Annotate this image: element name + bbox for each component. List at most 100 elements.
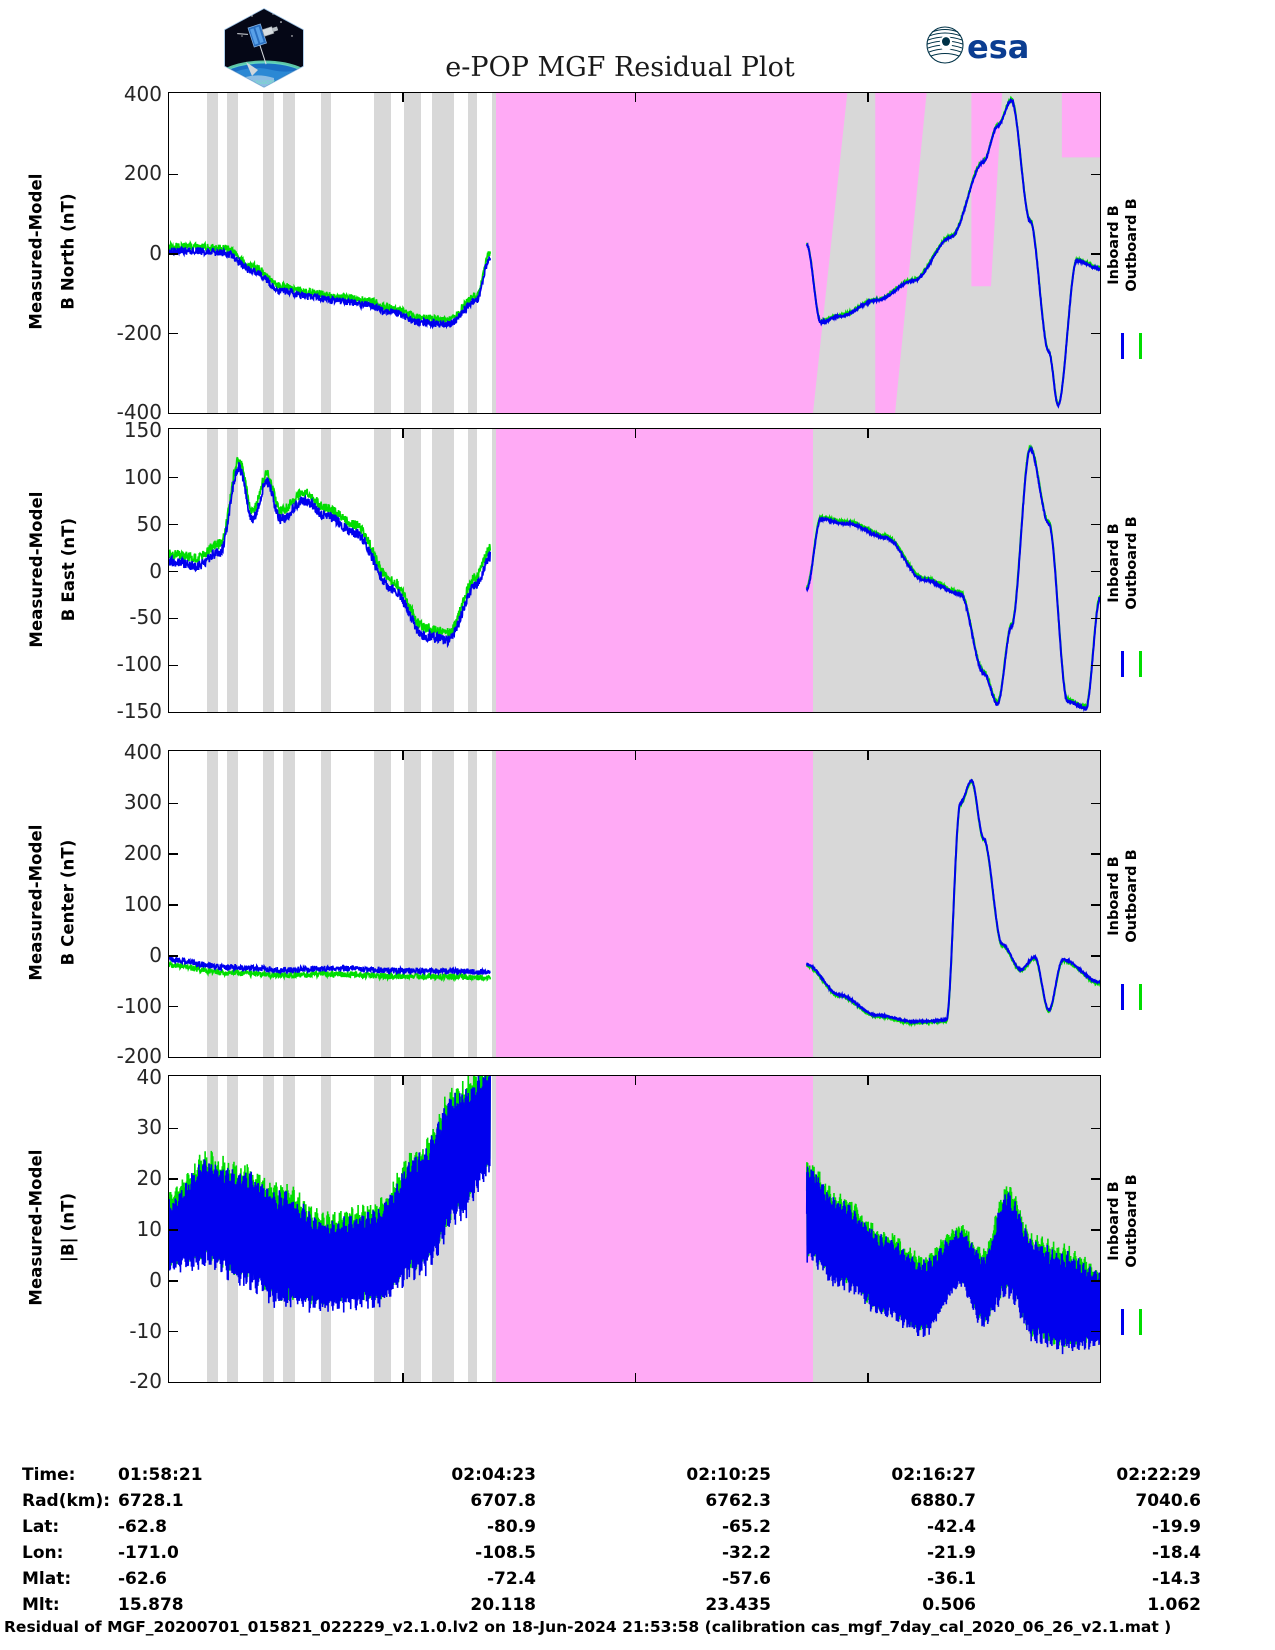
y-tick-mark	[1091, 1330, 1100, 1333]
legend-swatch-outboard	[1139, 332, 1142, 359]
x-tick-mark	[402, 1076, 404, 1085]
shaded-band-grey	[432, 751, 454, 1057]
legend-swatch-outboard	[1139, 650, 1142, 677]
y-axis-label-b-magnitude-line2: |B| (nT)	[58, 1192, 78, 1263]
pink-slant-region	[971, 93, 1003, 287]
y-tick-label: 200	[123, 161, 162, 186]
table-cell: 6728.1	[118, 1491, 184, 1511]
pink-slant-region	[875, 93, 927, 413]
cassiope-mission-patch-logo: CASSIOPE	[218, 6, 310, 90]
data-trace	[169, 461, 492, 649]
shaded-band-grey	[404, 751, 421, 1057]
y-tick-mark	[169, 1178, 178, 1180]
svg-text:CASSIOPE: CASSIOPE	[253, 80, 276, 86]
table-cell: 6762.3	[705, 1491, 771, 1511]
y-tick-mark	[169, 955, 178, 957]
data-trace	[169, 456, 492, 639]
y-tick-label: 20	[136, 1166, 162, 1191]
shaded-band-grey	[226, 751, 239, 1057]
table-cell: 02:10:25	[686, 1465, 771, 1485]
x-tick-mark	[634, 1076, 637, 1085]
data-trace	[169, 959, 492, 983]
shaded-band-grey	[467, 429, 477, 712]
table-cell: -19.9	[1152, 1517, 1201, 1537]
y-tick-mark	[169, 853, 178, 855]
y-tick-mark	[1091, 853, 1100, 855]
table-cell: -32.2	[722, 1543, 771, 1563]
plot-panel-b-center	[168, 750, 1101, 1058]
legend-b-magnitude: Inboard B Outboard B	[1106, 1075, 1166, 1383]
y-tick-label: -200	[116, 1044, 162, 1069]
data-trace	[169, 956, 491, 977]
y-tick-mark	[169, 253, 178, 255]
table-cell: -62.8	[118, 1517, 167, 1537]
table-cell: 01:58:21	[118, 1465, 203, 1485]
x-tick-mark	[867, 1076, 869, 1085]
table-cell: 6880.7	[910, 1491, 976, 1511]
table-cell: -21.9	[927, 1543, 976, 1563]
y-tick-label: 0	[149, 558, 162, 583]
x-tick-mark	[634, 751, 637, 760]
y-tick-label: 100	[123, 464, 162, 489]
table-row: Time: 01:58:21 02:04:23 02:10:25 02:16:27 02:…	[22, 1465, 1201, 1491]
y-tick-mark	[169, 1280, 178, 1282]
legend-swatch-inboard	[1121, 332, 1124, 359]
y-axis-label-b-north-line1: Measured-Model	[26, 173, 46, 330]
table-cell: -36.1	[927, 1569, 976, 1589]
shaded-band-grey	[226, 429, 239, 712]
legend-label-inboard: Inboard B	[1106, 1181, 1122, 1261]
table-cell: -65.2	[722, 1517, 771, 1537]
legend-label-outboard: Outboard B	[1124, 849, 1140, 943]
y-tick-label: -100	[116, 652, 162, 677]
data-trace	[169, 245, 492, 330]
y-tick-label: 0	[149, 1267, 162, 1292]
table-cell: -171.0	[118, 1543, 179, 1563]
table-row: Lat: -62.8 -80.9 -65.2 -42.4 -19.9	[22, 1517, 1201, 1543]
row-label: Time:	[22, 1465, 76, 1485]
table-cell: 6707.8	[470, 1491, 536, 1511]
y-axis-label-b-center-line1: Measured-Model	[26, 824, 46, 981]
row-label: Mlt:	[22, 1595, 60, 1615]
y-tick-label: -400	[116, 400, 162, 425]
y-tick-label: 0	[149, 942, 162, 967]
shaded-region-pink-datagap	[495, 93, 813, 413]
shaded-band-grey	[321, 93, 332, 413]
y-tick-mark	[1091, 173, 1100, 176]
legend-label-outboard: Outboard B	[1124, 516, 1140, 610]
x-tick-mark	[634, 93, 637, 102]
y-axis-label-b-magnitude-line1: Measured-Model	[26, 1149, 46, 1306]
y-tick-mark	[169, 1005, 178, 1008]
pink-slant-region	[812, 93, 848, 413]
data-trace-oscillatory	[169, 1076, 491, 1313]
shaded-band-grey	[467, 751, 477, 1057]
table-cell: 7040.6	[1135, 1491, 1201, 1511]
footnote-provenance: Residual of MGF_20200701_015821_022229_v…	[4, 1618, 1172, 1636]
legend-b-north: Inboard B Outboard B	[1106, 92, 1166, 414]
table-cell: 20.118	[470, 1595, 536, 1615]
table-cell: 02:16:27	[891, 1465, 976, 1485]
shaded-band-grey	[207, 429, 219, 712]
legend-label-outboard: Outboard B	[1124, 197, 1140, 292]
x-tick-mark	[867, 751, 869, 760]
shaded-region-pink-datagap	[495, 1076, 813, 1382]
shaded-band-grey	[263, 93, 275, 413]
y-tick-label: -100	[116, 993, 162, 1018]
table-cell: -72.4	[487, 1569, 536, 1589]
table-row: Rad(km): 6728.1 6707.8 6762.3 6880.7 7040.6	[22, 1491, 1201, 1517]
x-tick-mark	[867, 1373, 869, 1382]
plot-panel-b-east	[168, 428, 1101, 713]
y-tick-label: -10	[129, 1318, 162, 1343]
y-axis-ticks-b-magnitude: 40 30 20 10 0 -10 -20	[100, 1065, 162, 1394]
y-axis-ticks-b-center: 400 300 200 100 0 -100 -200	[100, 740, 162, 1069]
shaded-band-grey	[207, 751, 219, 1057]
y-tick-label: 150	[123, 417, 162, 442]
shaded-band-grey	[374, 93, 392, 413]
y-tick-mark	[1091, 802, 1100, 805]
y-tick-mark	[1091, 664, 1100, 667]
y-tick-label: 400	[123, 81, 162, 106]
y-tick-mark	[169, 173, 178, 176]
y-tick-mark	[1091, 1229, 1100, 1231]
x-tick-mark	[402, 1373, 404, 1382]
y-tick-mark	[169, 1330, 178, 1333]
x-tick-mark	[402, 93, 404, 102]
